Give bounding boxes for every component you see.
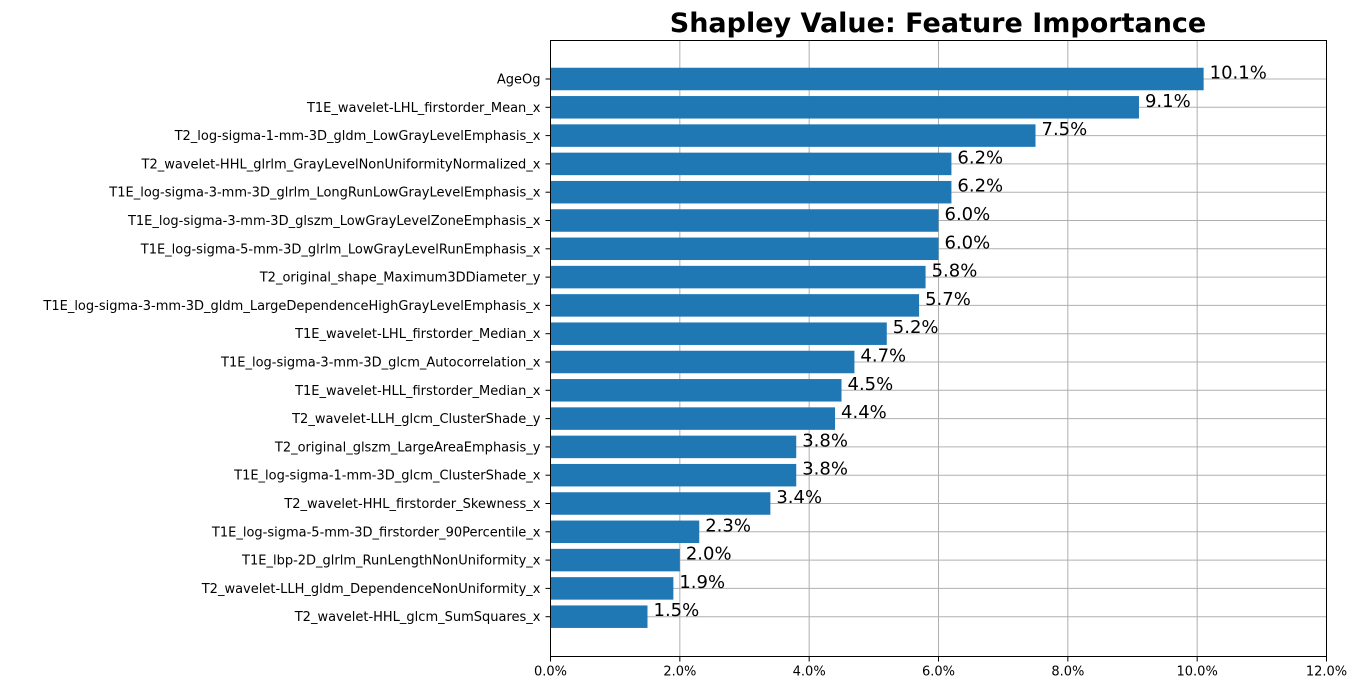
- bar: [550, 96, 1139, 119]
- bar-data-label: 3.4%: [776, 487, 822, 508]
- x-tick-label: 10.0%: [1177, 665, 1218, 680]
- plot-frame: [550, 40, 1327, 657]
- bar: [550, 180, 952, 204]
- bar-data-label: 6.0%: [945, 204, 991, 225]
- y-tick-label: T2_wavelet-LLH_glcm_ClusterShade_y: [291, 412, 541, 427]
- y-axis-tick-labels: AgeOg T1E_wavelet-LHL_firstorder_Mean_x T2…: [42, 73, 551, 625]
- y-tick-label: T1E_log-sigma-5-mm-3D_glrlm_LowGrayLevel…: [140, 242, 541, 257]
- bar: [550, 605, 648, 628]
- y-tick-label: T2_wavelet-LLH_gldm_DependenceNonUniform…: [201, 582, 541, 597]
- x-tick-label: 12.0%: [1306, 665, 1347, 680]
- x-tick-label: 2.0%: [663, 665, 696, 680]
- bar-data-label: 5.7%: [925, 289, 971, 310]
- bar-data-label: 2.0%: [686, 544, 732, 565]
- bar: [550, 209, 939, 232]
- bar-data-label: 4.5%: [848, 374, 894, 395]
- bar: [550, 407, 836, 430]
- bar: [550, 463, 797, 487]
- bar: [550, 435, 797, 459]
- bar: [550, 492, 771, 515]
- bar-data-label: 10.1%: [1210, 63, 1267, 84]
- x-tick-label: 0.0%: [534, 665, 567, 680]
- y-tick-label: T1E_log-sigma-3-mm-3D_glcm_Autocorrelati…: [220, 356, 541, 371]
- bar: [550, 350, 855, 374]
- y-tick-label: T2_wavelet-HHL_glcm_SumSquares_x: [294, 610, 541, 625]
- bar-data-label: 3.8%: [802, 459, 848, 480]
- bar: [550, 379, 842, 402]
- bar-data-label: 9.1%: [1145, 91, 1191, 112]
- y-tick-label: T2_original_glszm_LargeAreaEmphasis_y: [274, 440, 541, 455]
- y-tick-label: T1E_log-sigma-3-mm-3D_gldm_LargeDependen…: [42, 299, 540, 314]
- y-tick-label: T1E_wavelet-LHL_firstorder_Median_x: [294, 327, 541, 342]
- data-labels: 10.1% 9.1% 7.5% 6.2% 6.2% 6.0% 6.0% 5.8% 5.7% 5.2…: [654, 63, 1267, 622]
- y-tick-label: T1E_log-sigma-3-mm-3D_glrlm_LongRunLowGr…: [108, 186, 541, 201]
- y-tick-label: T2_original_shape_Maximum3DDiameter_y: [259, 271, 541, 286]
- bar: [550, 152, 952, 176]
- y-tick-label: T2_wavelet-HHL_glrlm_GrayLevelNonUniform…: [141, 157, 541, 172]
- bar-data-label: 7.5%: [1042, 119, 1088, 140]
- bar: [550, 67, 1204, 91]
- bar-data-label: 3.8%: [802, 430, 848, 451]
- y-tick-label: T2_log-sigma-1-mm-3D_gldm_LowGrayLevelEm…: [174, 129, 541, 144]
- bar-data-label: 6.2%: [957, 176, 1003, 197]
- bar: [550, 124, 1036, 147]
- bar-data-label: 4.4%: [841, 402, 887, 423]
- y-tick-label: T2_wavelet-HHL_firstorder_Skewness_x: [283, 497, 540, 512]
- bar-data-label: 1.9%: [679, 572, 725, 593]
- bars: [550, 67, 1204, 628]
- bar: [550, 577, 674, 600]
- x-axis-tick-labels: 0.0% 2.0% 4.0% 6.0% 8.0% 10.0% 12.0%: [534, 656, 1347, 680]
- chart-title: Shapley Value: Feature Importance: [670, 8, 1206, 39]
- bar: [550, 265, 926, 289]
- y-tick-label: AgeOg: [497, 73, 541, 88]
- y-tick-label: T1E_wavelet-HLL_firstorder_Median_x: [294, 384, 541, 399]
- bar: [550, 237, 939, 261]
- bar: [550, 520, 700, 544]
- bar: [550, 322, 887, 345]
- bar-data-label: 5.2%: [893, 317, 939, 338]
- bar-data-label: 1.5%: [654, 600, 700, 621]
- bar-data-label: 2.3%: [705, 515, 751, 536]
- x-tick-label: 4.0%: [793, 665, 826, 680]
- bar-data-label: 6.0%: [945, 232, 991, 253]
- bar: [550, 294, 920, 317]
- bar-data-label: 6.2%: [957, 147, 1003, 168]
- bar: [550, 548, 680, 572]
- x-tick-label: 8.0%: [1051, 665, 1084, 680]
- x-tick-label: 6.0%: [922, 665, 955, 680]
- y-tick-label: T1E_wavelet-LHL_firstorder_Mean_x: [306, 101, 541, 116]
- y-tick-label: T1E_log-sigma-5-mm-3D_firstorder_90Perce…: [211, 525, 541, 540]
- y-tick-label: T1E_log-sigma-1-mm-3D_glcm_ClusterShade_…: [233, 469, 541, 484]
- y-tick-label: T1E_lbp-2D_glrlm_RunLengthNonUniformity_…: [241, 554, 541, 569]
- y-tick-label: T1E_log-sigma-3-mm-3D_glszm_LowGrayLevel…: [127, 214, 541, 229]
- bar-data-label: 5.8%: [932, 261, 978, 282]
- bar-data-label: 4.7%: [860, 346, 906, 367]
